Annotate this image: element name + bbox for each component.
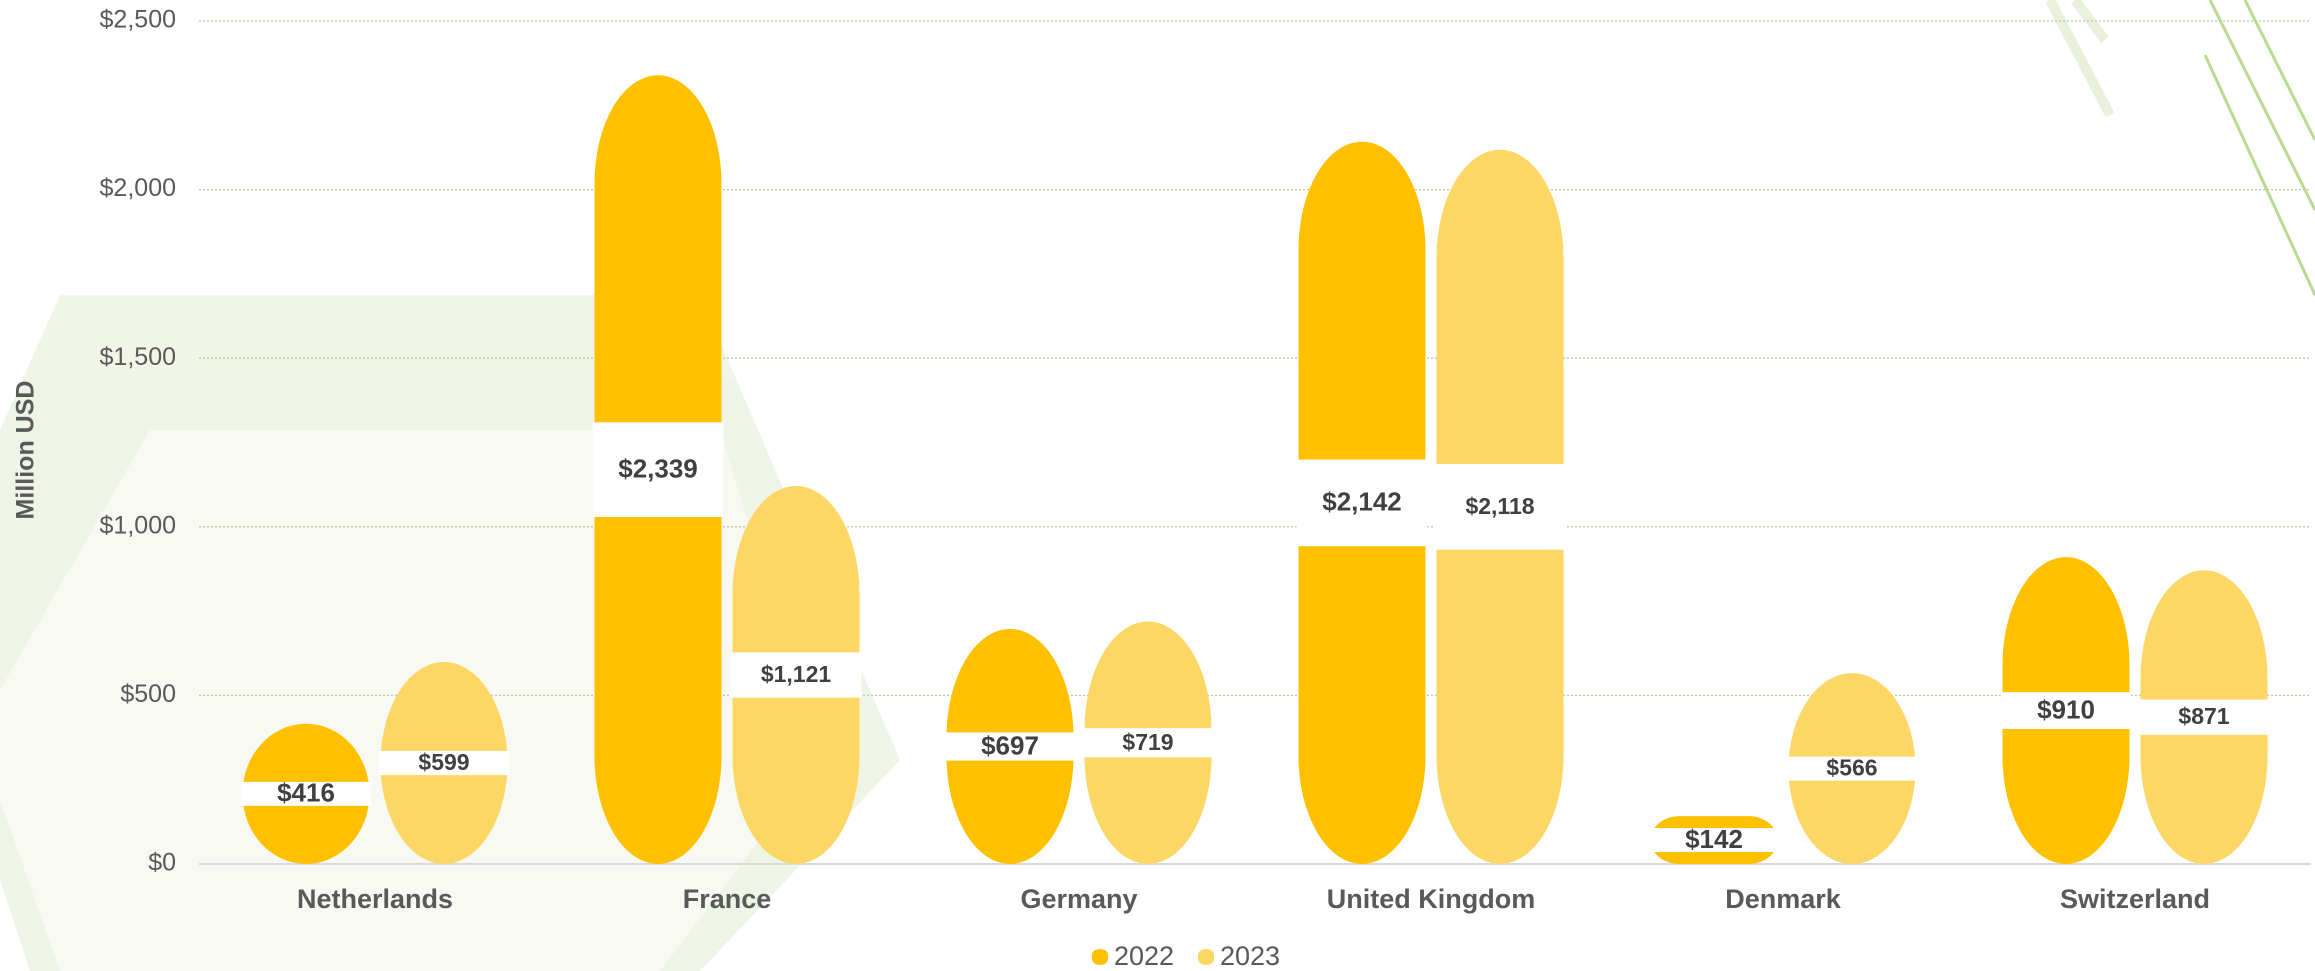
data-label: $871 [2178,703,2229,729]
legend-swatch [1092,949,1108,965]
x-tick-label: France [683,884,772,914]
label-band [1296,459,1428,547]
x-tick-label: Germany [1020,884,1137,914]
legend-swatch [1198,949,1214,965]
line-decor [2045,0,2115,118]
label-band [240,781,372,806]
line-decor [2071,0,2109,43]
line-decor [2203,54,2315,296]
label-band [1648,828,1780,853]
y-axis-title: Million USD [12,381,40,520]
x-tick-label: Denmark [1725,884,1842,914]
y-tick-label: $2,500 [100,6,176,34]
x-tick-label: United Kingdom [1327,884,1535,914]
label-band [2138,699,2270,735]
legend-label: 2023 [1220,941,1280,971]
label-band [592,422,724,517]
data-label: $719 [1122,729,1173,755]
x-tick-label: Switzerland [2060,884,2210,914]
data-label: $2,339 [618,454,698,484]
y-tick-label: $1,500 [100,343,176,371]
label-band [1082,728,1214,758]
data-label: $697 [981,730,1039,760]
data-label: $599 [418,749,469,775]
line-decor [2208,0,2315,211]
data-label: $2,142 [1322,487,1402,517]
y-tick-label: $500 [120,680,176,708]
data-label: $910 [2037,694,2095,724]
line-decor [2243,0,2315,141]
data-label: $566 [1826,755,1877,781]
legend-label: 2022 [1114,941,1174,971]
label-band [2000,692,2132,729]
label-band [1786,756,1918,781]
label-band [1434,464,1566,550]
data-label: $142 [1685,824,1743,854]
x-tick-label: Netherlands [297,884,453,914]
y-tick-label: $0 [148,849,176,877]
label-band [944,732,1076,761]
label-band [378,750,510,776]
data-label: $1,121 [761,661,832,687]
y-tick-label: $2,000 [100,174,176,202]
label-band [730,652,862,698]
data-label: $2,118 [1465,493,1534,519]
data-label: $416 [277,778,335,808]
y-tick-label: $1,000 [100,511,176,539]
